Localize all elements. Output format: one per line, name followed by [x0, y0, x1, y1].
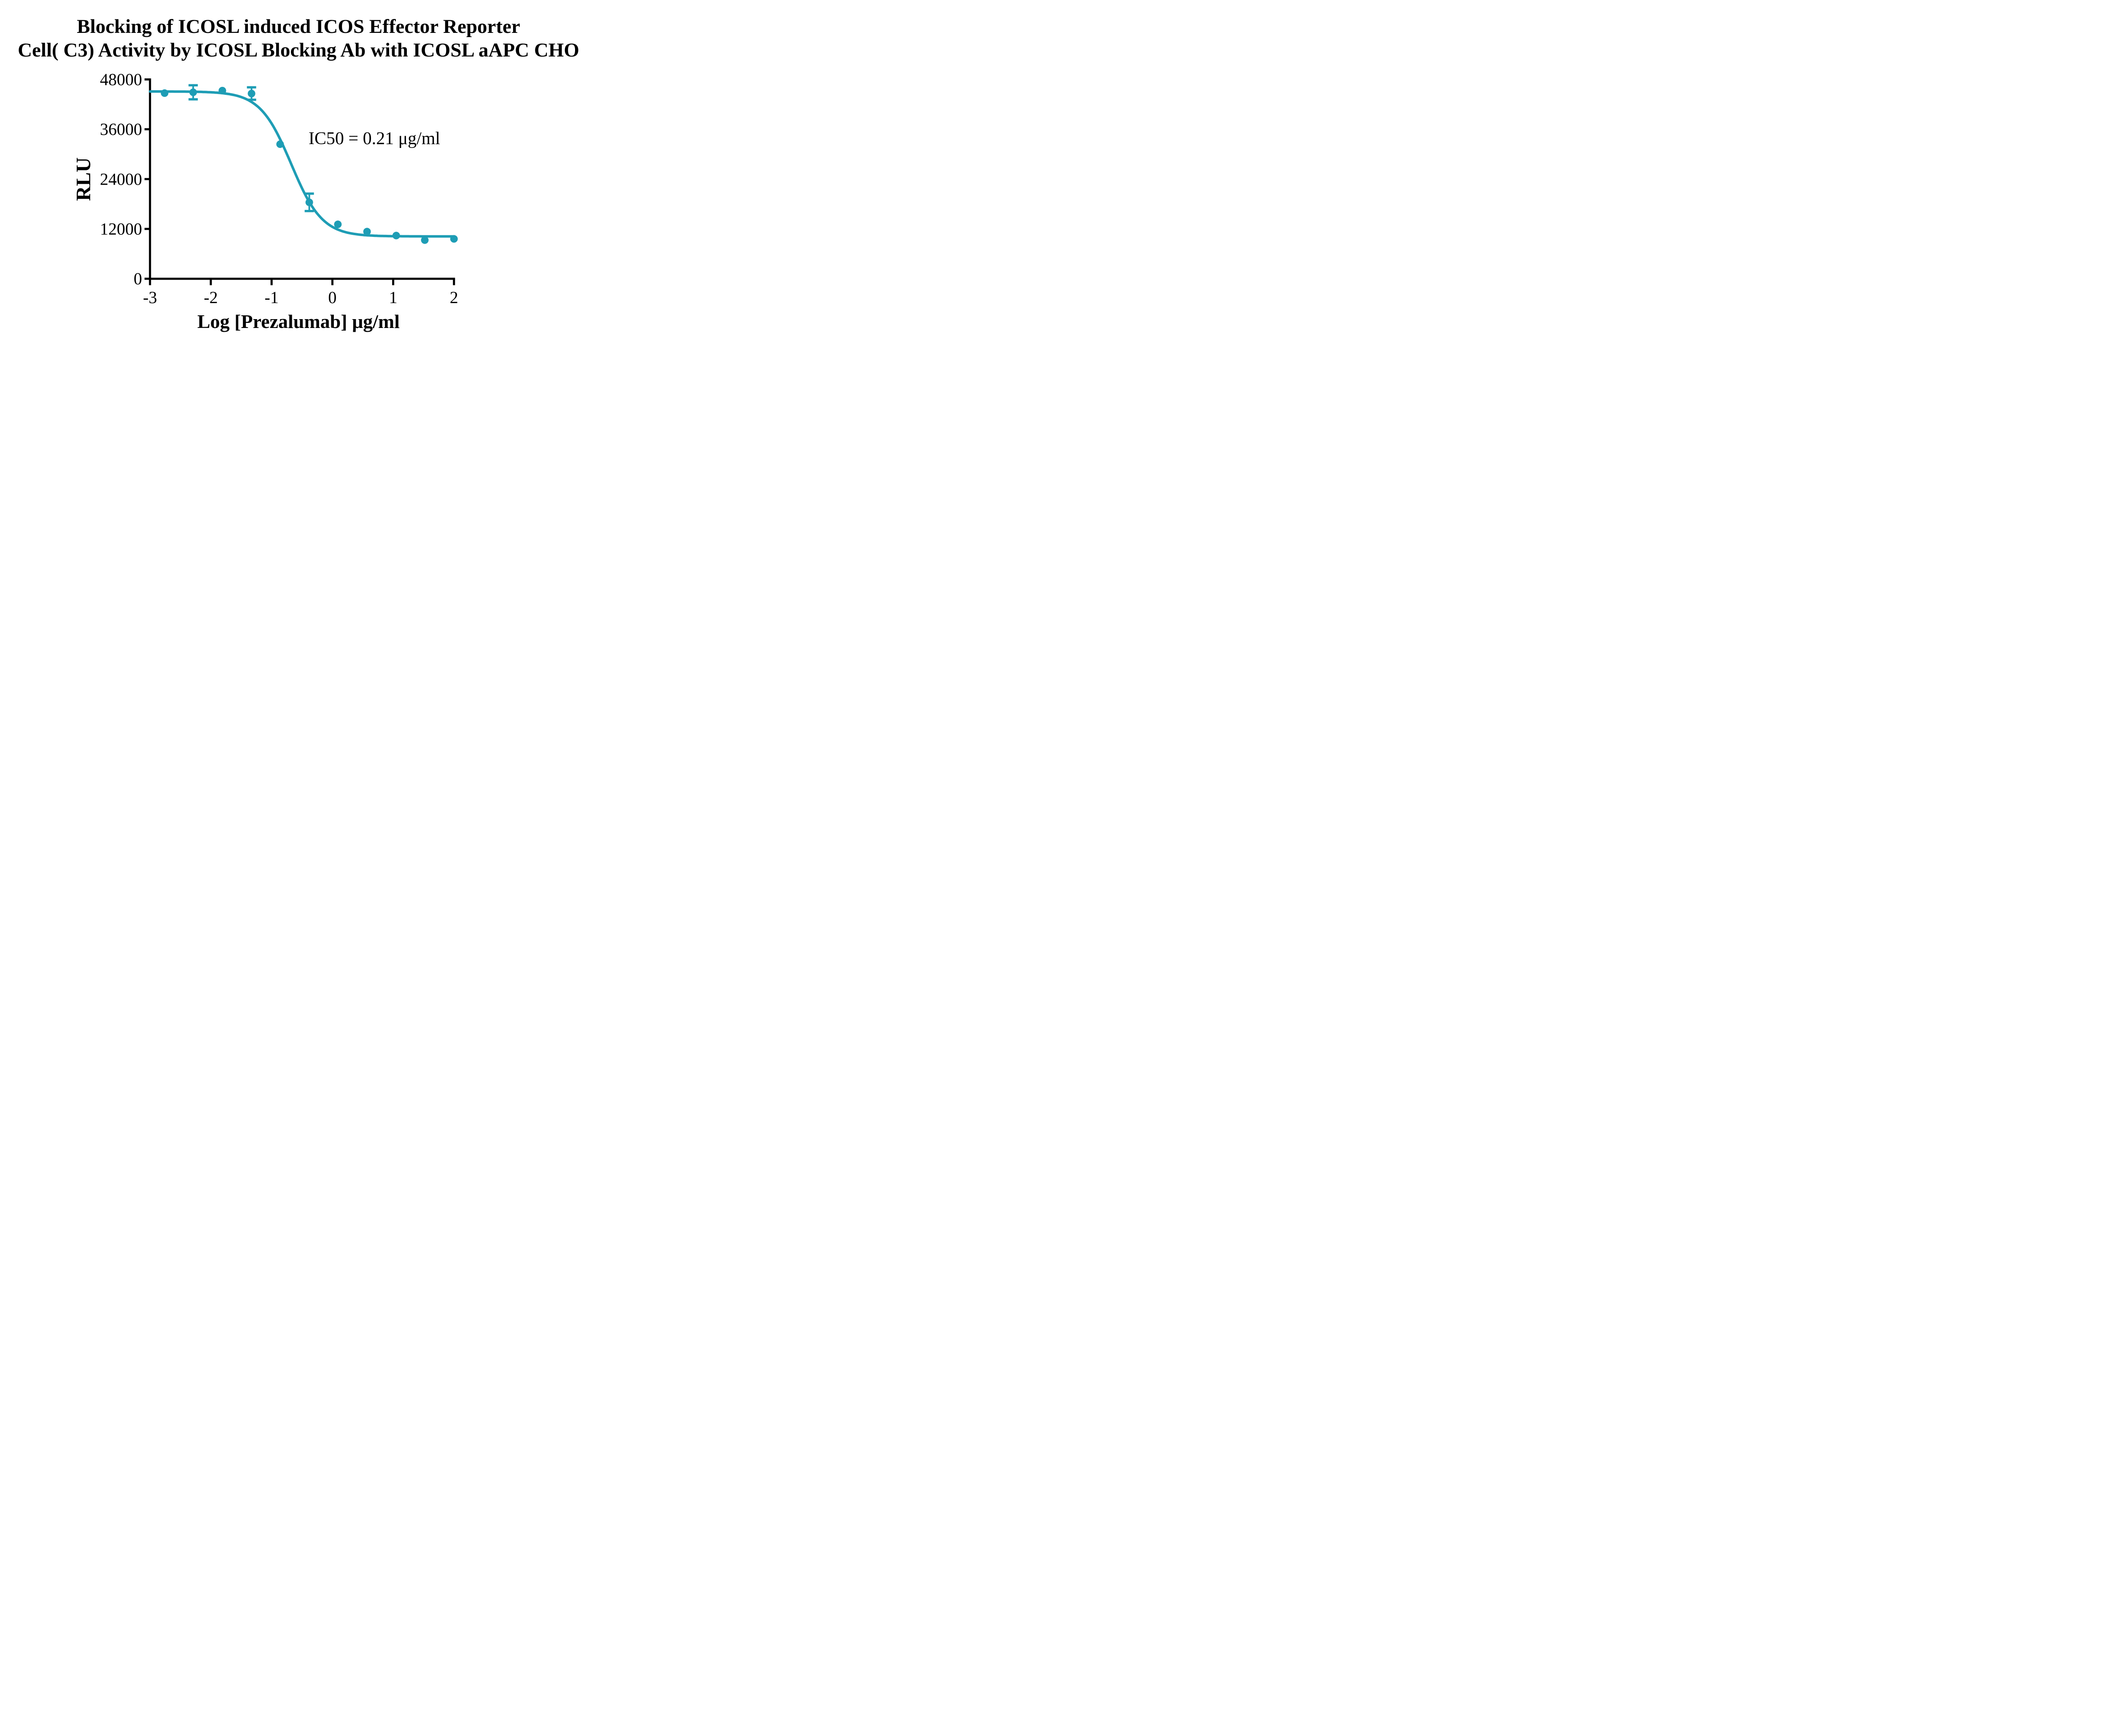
data-point — [247, 89, 255, 97]
data-point — [450, 235, 458, 243]
data-point — [305, 198, 313, 206]
dose-response-chart: 0 12000 24000 36000 48000 -3 -2 -1 0 1 2 — [100, 70, 458, 307]
data-point — [421, 236, 429, 244]
data-point — [392, 231, 400, 239]
ic50-annotation: IC50 = 0.21 μg/ml — [308, 129, 441, 148]
y-tick-label: 12000 — [100, 220, 142, 239]
chart-title-line-2: Cell( C3) Activity by ICOSL Blocking Ab … — [18, 39, 579, 62]
y-tick-label: 48000 — [100, 70, 142, 89]
x-tick-label: 2 — [450, 288, 458, 307]
data-point — [276, 140, 284, 148]
y-axis-label: RLU — [72, 157, 95, 201]
figure-canvas: Blocking of ICOSL induced ICOS Effector … — [0, 0, 597, 347]
chart-title: Blocking of ICOSL induced ICOS Effector … — [0, 15, 597, 62]
x-tick-label: 0 — [328, 288, 336, 307]
x-tick-label: -1 — [265, 288, 279, 307]
data-point — [218, 86, 226, 94]
y-tick-label: 0 — [134, 269, 142, 288]
chart-title-line-1: Blocking of ICOSL induced ICOS Effector … — [77, 16, 520, 38]
y-tick-label: 36000 — [100, 120, 142, 139]
data-point — [363, 228, 371, 236]
x-tick-label: 1 — [389, 288, 398, 307]
y-tick-label: 24000 — [100, 169, 142, 188]
fit-curve — [148, 90, 455, 238]
x-tick-label: -2 — [204, 288, 218, 307]
data-point — [189, 88, 197, 96]
data-point — [161, 89, 169, 97]
x-tick-label: -3 — [143, 288, 157, 307]
data-point — [334, 220, 342, 228]
x-axis-label: Log [Prezalumab] μg/ml — [197, 311, 400, 332]
